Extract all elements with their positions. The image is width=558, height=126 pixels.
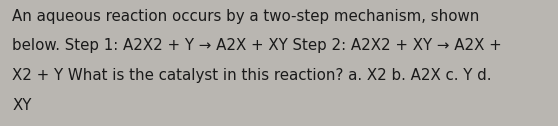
Text: X2 + Y What is the catalyst in this reaction? a. X2 b. A2X c. Y d.: X2 + Y What is the catalyst in this reac… <box>12 68 492 83</box>
Text: below. Step 1: A2X2 + Y → A2X + XY Step 2: A2X2 + XY → A2X +: below. Step 1: A2X2 + Y → A2X + XY Step … <box>12 38 502 53</box>
Text: An aqueous reaction occurs by a two-step mechanism, shown: An aqueous reaction occurs by a two-step… <box>12 9 480 24</box>
Text: XY: XY <box>12 98 32 113</box>
